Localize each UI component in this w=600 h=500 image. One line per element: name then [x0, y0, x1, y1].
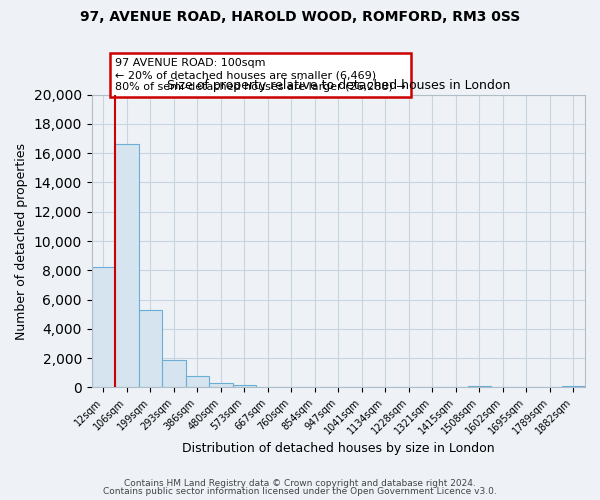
Bar	[209, 383, 233, 388]
Bar	[185, 376, 209, 388]
Bar	[562, 386, 585, 388]
Y-axis label: Number of detached properties: Number of detached properties	[15, 142, 28, 340]
Bar	[92, 268, 115, 388]
Bar	[467, 386, 491, 388]
X-axis label: Distribution of detached houses by size in London: Distribution of detached houses by size …	[182, 442, 494, 455]
Text: Contains HM Land Registry data © Crown copyright and database right 2024.: Contains HM Land Registry data © Crown c…	[124, 478, 476, 488]
Text: 97 AVENUE ROAD: 100sqm
← 20% of detached houses are smaller (6,469)
80% of semi-: 97 AVENUE ROAD: 100sqm ← 20% of detached…	[115, 58, 406, 92]
Text: 97, AVENUE ROAD, HAROLD WOOD, ROMFORD, RM3 0SS: 97, AVENUE ROAD, HAROLD WOOD, ROMFORD, R…	[80, 10, 520, 24]
Title: Size of property relative to detached houses in London: Size of property relative to detached ho…	[167, 79, 510, 92]
Bar	[162, 360, 185, 388]
Bar	[115, 144, 139, 388]
Bar	[139, 310, 162, 388]
Bar	[233, 386, 256, 388]
Text: Contains public sector information licensed under the Open Government Licence v3: Contains public sector information licen…	[103, 487, 497, 496]
